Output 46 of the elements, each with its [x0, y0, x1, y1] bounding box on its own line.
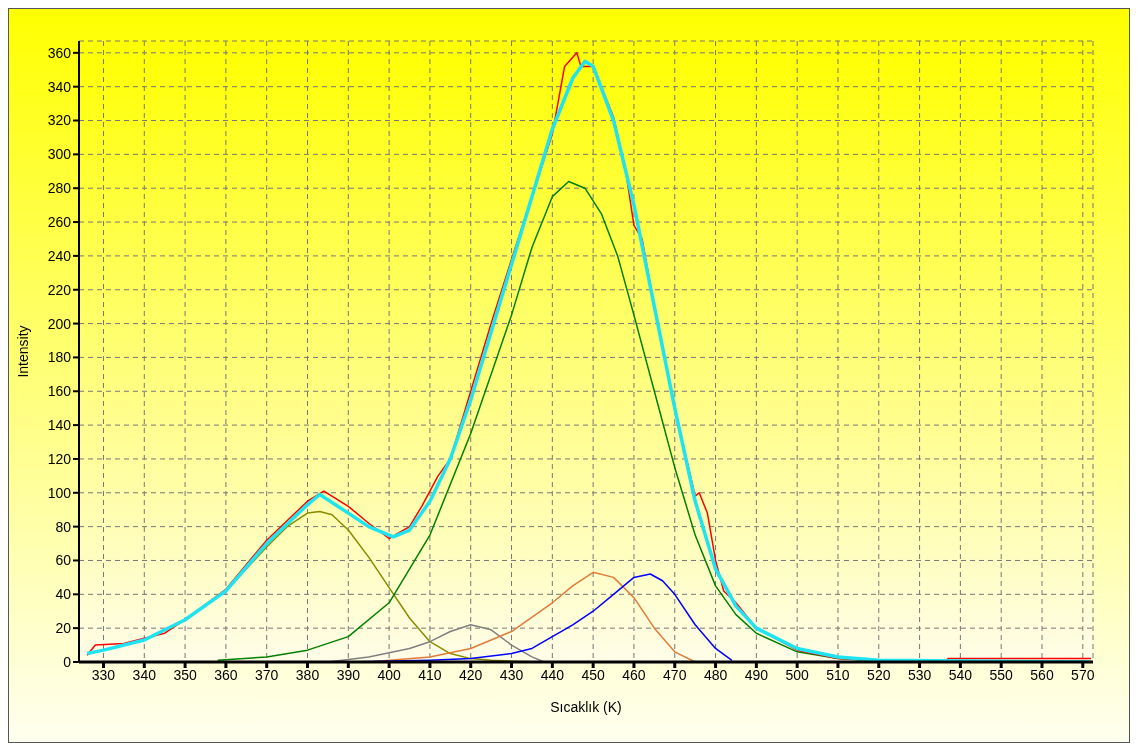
- y-tick-label: 80: [55, 518, 72, 535]
- x-tick-label: 530: [907, 666, 932, 683]
- x-tick-label: 340: [132, 666, 157, 683]
- y-tick-label: 320: [47, 112, 72, 129]
- x-tick-label: 510: [826, 666, 850, 683]
- y-tick-label: 300: [47, 146, 72, 163]
- y-tick-label: 200: [47, 315, 72, 332]
- y-tick-label: 100: [47, 484, 72, 501]
- x-tick-label: 430: [499, 666, 524, 683]
- y-tick-label: 40: [55, 586, 72, 603]
- y-tick-label: 0: [63, 653, 72, 670]
- y-tick-label: 260: [47, 214, 72, 231]
- x-tick-label: 520: [867, 666, 891, 683]
- x-tick-label: 380: [295, 666, 320, 683]
- x-axis-title: Sıcaklık (K): [550, 699, 622, 715]
- y-tick-label: 120: [47, 450, 72, 467]
- x-tick-label: 350: [173, 666, 197, 683]
- x-tick-label: 360: [214, 666, 238, 683]
- x-tick-label: 570: [1071, 666, 1095, 683]
- x-tick-label: 480: [703, 666, 728, 683]
- y-tick-label: 360: [47, 44, 72, 61]
- x-tick-label: 400: [377, 666, 402, 683]
- x-tick-label: 490: [744, 666, 769, 683]
- x-tick-label: 460: [622, 666, 646, 683]
- y-axis-title: Intensity: [14, 325, 31, 378]
- y-tick-label: 160: [47, 383, 72, 400]
- y-tick-label: 220: [47, 281, 72, 298]
- x-tick-label: 470: [663, 666, 687, 683]
- x-tick-label: 500: [785, 666, 810, 683]
- x-tick-label: 450: [581, 666, 606, 683]
- x-tick-label: 540: [948, 666, 973, 683]
- y-tick-label: 140: [47, 417, 72, 434]
- y-tick-label: 340: [47, 78, 72, 95]
- x-tick-label: 390: [336, 666, 361, 683]
- x-tick-label: 330: [91, 666, 116, 683]
- x-tick-label: 550: [989, 666, 1014, 683]
- x-tick-label: 440: [540, 666, 565, 683]
- y-tick-label: 60: [55, 552, 72, 569]
- x-tick-label: 420: [459, 666, 483, 683]
- x-tick-label: 410: [418, 666, 442, 683]
- y-tick-label: 240: [47, 247, 72, 264]
- y-tick-label: 280: [47, 180, 72, 197]
- y-tick-label: 20: [55, 620, 72, 637]
- x-tick-label: 560: [1030, 666, 1054, 683]
- x-tick-label: 370: [255, 666, 279, 683]
- y-tick-label: 180: [47, 349, 72, 366]
